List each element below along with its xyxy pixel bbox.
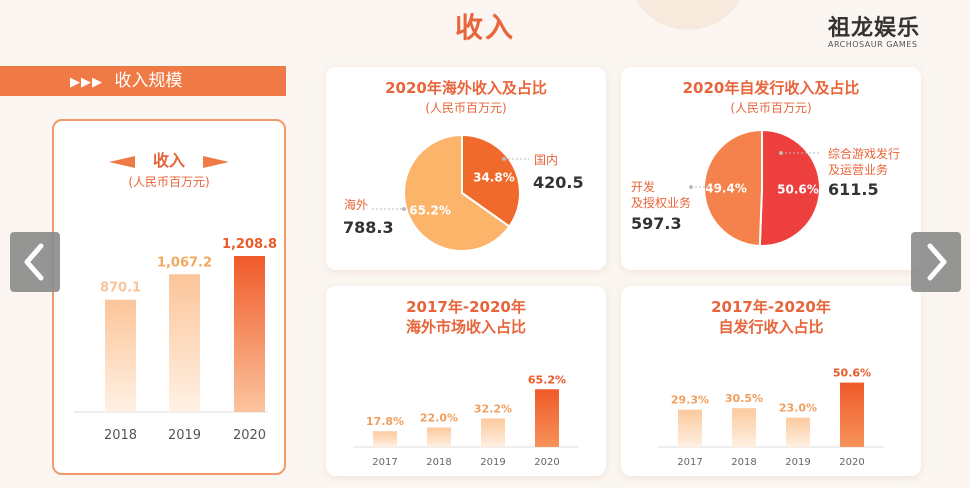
next-slide-button[interactable] bbox=[911, 232, 961, 292]
overseas-share-title-line1: 2017年-2020年 bbox=[406, 298, 526, 316]
value-label-2019: 32.2% bbox=[474, 402, 512, 415]
tick-label-2019: 2019 bbox=[480, 457, 505, 468]
overseas-pie-card: 2020年海外收入及占比 (人民币百万元) 34.8% 65.2% 国内 420.5 海… bbox=[326, 67, 606, 270]
banner-label: 收入规模 bbox=[114, 71, 183, 91]
self-publish-share-card: 2017年-2020年 自发行收入占比 29.3% 2017 30.5% 2018 23… bbox=[621, 286, 921, 476]
bar-2020 bbox=[234, 256, 265, 412]
legend-value-development: 597.3 bbox=[631, 214, 682, 233]
tick-label-2019: 2019 bbox=[168, 428, 201, 443]
value-label-2019: 1,067.2 bbox=[157, 255, 212, 270]
tick-label-2017: 2017 bbox=[372, 457, 397, 468]
legend-value-domestic: 420.5 bbox=[533, 173, 584, 192]
bar-2019 bbox=[169, 274, 200, 412]
pie-slice-1 bbox=[403, 133, 511, 252]
page-title: 收入 bbox=[454, 11, 515, 44]
overseas-share-bar-chart: 17.8% 2017 22.0% 2018 32.2% 2019 65.2% 2020 bbox=[353, 373, 579, 468]
legend-value-operations: 611.5 bbox=[828, 180, 879, 199]
bar-2020 bbox=[535, 389, 559, 447]
pie-pct-label-0: 34.8% bbox=[473, 170, 515, 184]
overseas-share-card: 2017年-2020年 海外市场收入占比 17.8% 2017 22.0% 2018 3… bbox=[326, 286, 606, 476]
bar-2018 bbox=[427, 427, 451, 447]
pie-slice-0 bbox=[758, 128, 821, 247]
overseas-pie-unit: (人民币百万元) bbox=[425, 101, 507, 115]
legend-label-development-line1: 开发 bbox=[631, 179, 655, 194]
value-label-2017: 17.8% bbox=[366, 415, 404, 428]
bar-2018 bbox=[105, 299, 136, 412]
section-banner: ▶▶▶ 收入规模 bbox=[0, 66, 286, 96]
value-label-2018: 22.0% bbox=[420, 412, 458, 425]
value-label-2018: 30.5% bbox=[725, 392, 763, 405]
chevron-right-icon bbox=[927, 243, 947, 281]
pie-pct-label-1: 65.2% bbox=[409, 204, 451, 218]
revenue-card: 收入 (人民币百万元) 870.1 2018 1,067.2 2019 1,208.8 2… bbox=[52, 119, 286, 475]
tick-label-2018: 2018 bbox=[426, 457, 451, 468]
bar-2017 bbox=[373, 431, 397, 447]
tick-label-2018: 2018 bbox=[104, 428, 137, 443]
self-publish-pie-title: 2020年自发行收入及占比 bbox=[682, 79, 860, 97]
overseas-pie-chart: 34.8% 65.2% 国内 420.5 海外 788.3 bbox=[343, 133, 584, 252]
pie-pct-label-0: 50.6% bbox=[777, 183, 819, 197]
bar-2019 bbox=[786, 417, 810, 447]
leader-dot-domestic bbox=[502, 157, 506, 161]
leader-dot-development bbox=[689, 185, 693, 189]
revenue-heading: 收入 bbox=[54, 147, 284, 171]
leader-dot-operations bbox=[779, 151, 783, 155]
leader-dot-overseas bbox=[402, 207, 406, 211]
value-label-2020: 65.2% bbox=[528, 373, 566, 386]
triangle-right-icon bbox=[203, 155, 229, 168]
revenue-title: 收入 bbox=[152, 151, 185, 170]
chevron-left-icon bbox=[24, 243, 44, 281]
value-label-2017: 29.3% bbox=[671, 394, 709, 407]
bar-2017 bbox=[678, 409, 702, 447]
value-label-2018: 870.1 bbox=[100, 281, 141, 296]
bar-2020 bbox=[840, 382, 864, 447]
legend-label-overseas: 海外 bbox=[344, 197, 368, 212]
logo-subtitle: ARCHOSAUR GAMES bbox=[828, 40, 918, 49]
legend-label-operations-line1: 综合游戏发行 bbox=[828, 146, 900, 161]
overseas-share-title-line2: 海外市场收入占比 bbox=[405, 318, 526, 336]
tick-label-2019: 2019 bbox=[785, 457, 810, 468]
pie-pct-label-1: 49.4% bbox=[705, 181, 747, 195]
tick-label-2017: 2017 bbox=[677, 457, 702, 468]
logo-wordmark: 祖龙娱乐 bbox=[828, 16, 921, 41]
value-label-2020: 50.6% bbox=[833, 367, 871, 380]
triangle-left-icon bbox=[108, 155, 135, 168]
tick-label-2020: 2020 bbox=[839, 457, 864, 468]
bar-2018 bbox=[732, 408, 756, 447]
banner-arrows-icon: ▶▶▶ bbox=[70, 75, 103, 90]
tick-label-2018: 2018 bbox=[731, 457, 756, 468]
self-publish-share-title-line1: 2017年-2020年 bbox=[711, 298, 831, 316]
overseas-pie-title: 2020年海外收入及占比 bbox=[385, 79, 547, 97]
legend-value-overseas: 788.3 bbox=[343, 218, 394, 237]
tick-label-2020: 2020 bbox=[233, 428, 266, 443]
value-label-2019: 23.0% bbox=[779, 402, 817, 415]
tick-label-2020: 2020 bbox=[534, 457, 559, 468]
legend-label-development-line2: 及授权业务 bbox=[631, 195, 691, 210]
legend-label-operations-line2: 及运营业务 bbox=[828, 162, 888, 177]
prev-slide-button[interactable] bbox=[10, 232, 60, 292]
company-logo: 祖龙娱乐 ARCHOSAUR GAMES bbox=[828, 10, 938, 49]
self-publish-pie-unit: (人民币百万元) bbox=[730, 101, 812, 115]
revenue-unit: (人民币百万元) bbox=[128, 175, 210, 189]
self-publish-share-bar-chart: 29.3% 2017 30.5% 2018 23.0% 2019 50.6% 2020 bbox=[658, 367, 884, 468]
revenue-bar-chart: 870.1 2018 1,067.2 2019 1,208.8 2020 bbox=[74, 237, 277, 443]
legend-label-domestic: 国内 bbox=[534, 153, 558, 167]
self-publish-share-title-line2: 自发行收入占比 bbox=[718, 318, 824, 336]
bar-2019 bbox=[481, 418, 505, 447]
value-label-2020: 1,208.8 bbox=[222, 237, 277, 252]
self-publish-pie-card: 2020年自发行收入及占比 (人民币百万元) 50.6% 49.4% 综合游戏发行及… bbox=[621, 67, 921, 270]
